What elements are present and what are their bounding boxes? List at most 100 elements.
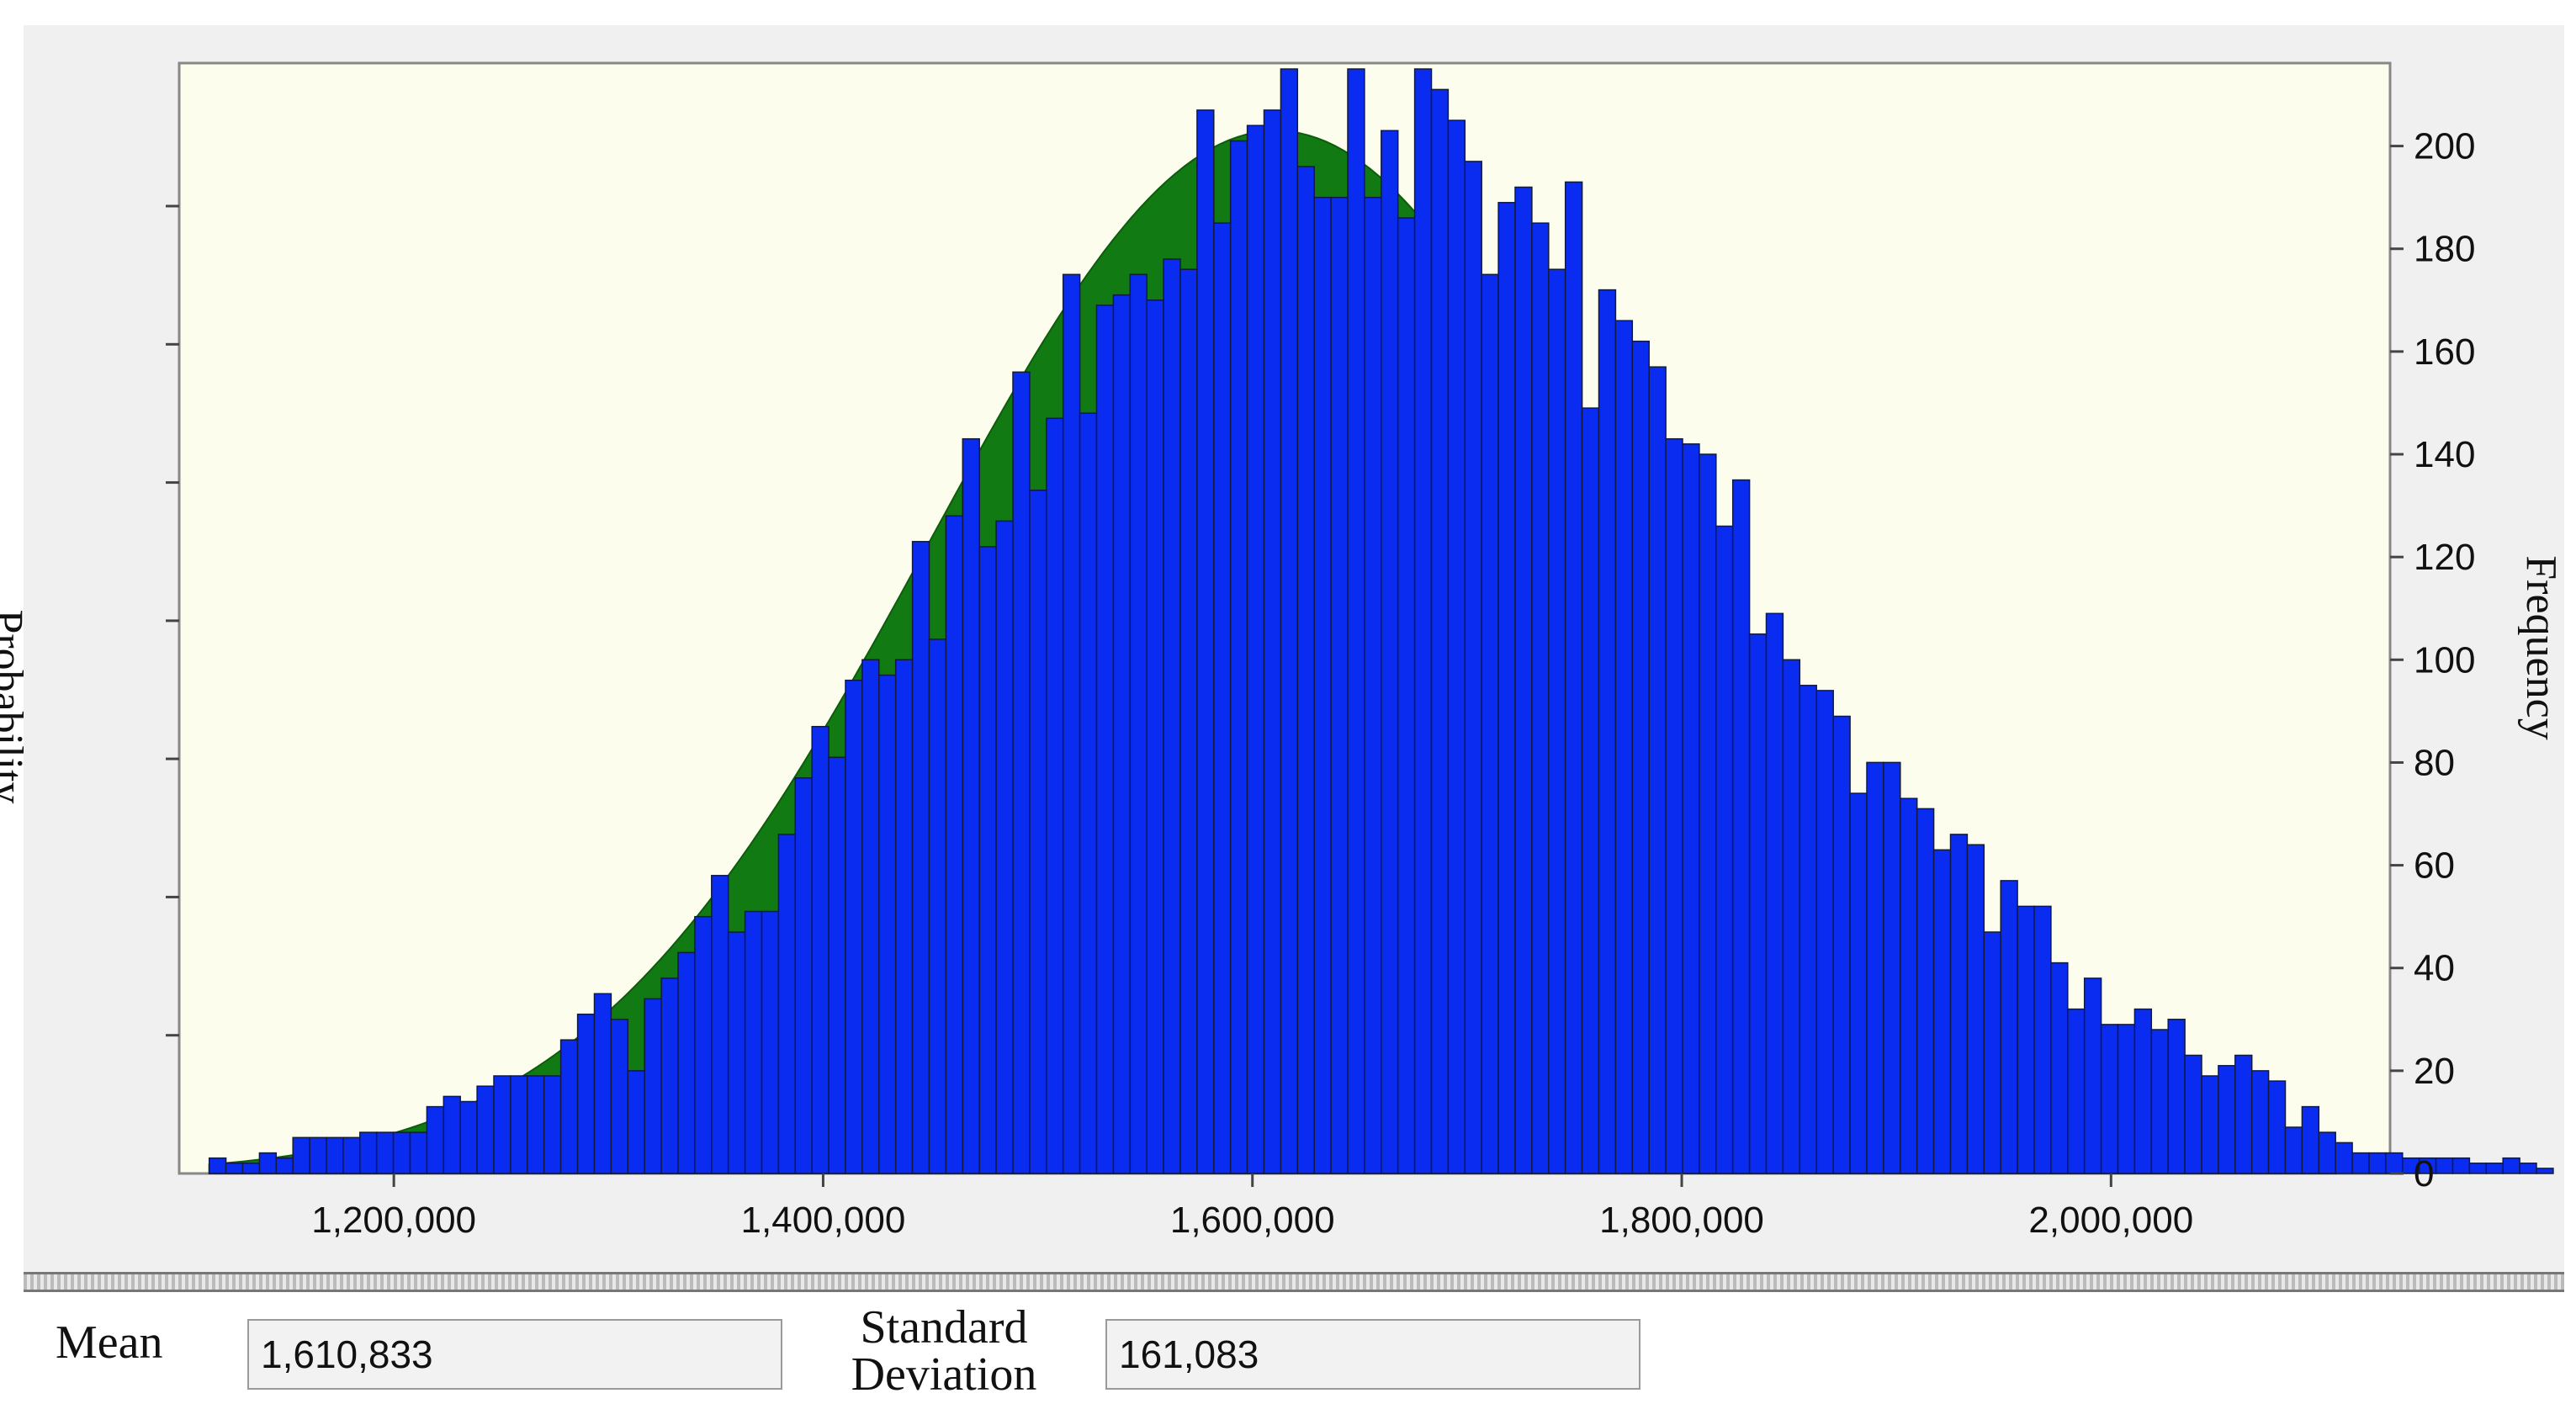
histogram-bar <box>1900 797 1918 1174</box>
panel-splitter[interactable] <box>24 1272 2564 1292</box>
x-tick-label: 2,000,000 <box>2028 1200 2193 1241</box>
histogram-bar <box>1748 633 1768 1174</box>
histogram-bar <box>2335 1142 2353 1174</box>
histogram-bar <box>2536 1168 2554 1174</box>
histogram-bar <box>928 638 947 1174</box>
histogram-bar <box>1163 258 1181 1174</box>
histogram-bar <box>1296 166 1315 1174</box>
right-y-axis: 0 20 40 60 80 100 120 140 160 180 200 <box>2390 126 2475 1195</box>
histogram-bar <box>1849 792 1868 1174</box>
histogram-bar <box>1631 340 1650 1174</box>
y-tick-label: 160 <box>2414 331 2475 373</box>
histogram-bar <box>2502 1157 2520 1174</box>
mean-label: Mean <box>56 1316 163 1369</box>
histogram-bar <box>510 1075 528 1174</box>
histogram-bar <box>1916 808 1935 1174</box>
histogram-bar <box>878 674 897 1174</box>
histogram-bar <box>1665 437 1683 1174</box>
histogram-bar <box>845 679 863 1174</box>
histogram-bar <box>1246 124 1265 1174</box>
histogram-bar <box>2267 1080 2287 1174</box>
histogram-bar <box>2385 1152 2404 1174</box>
histogram-bar <box>1966 844 1985 1174</box>
y-tick-label: 120 <box>2414 537 2475 578</box>
histogram-bar <box>1046 417 1064 1174</box>
histogram-bar <box>2451 1157 2471 1174</box>
histogram-bar <box>777 834 797 1174</box>
histogram-bar <box>2000 880 2018 1174</box>
histogram-bar <box>426 1105 445 1174</box>
histogram-bar <box>1883 761 1901 1174</box>
histogram-bar <box>894 659 914 1174</box>
histogram-bar <box>1229 140 1248 1174</box>
y-tick-label: 140 <box>2414 434 2475 475</box>
histogram-bar <box>292 1136 310 1174</box>
histogram-bar <box>1196 109 1215 1174</box>
histogram-bar <box>2250 1070 2270 1174</box>
histogram-bar <box>2201 1075 2219 1174</box>
histogram-bar <box>2033 905 2052 1174</box>
histogram-bar <box>1815 690 1834 1174</box>
histogram-bar <box>1095 305 1115 1174</box>
y-tick-label: 100 <box>2414 639 2475 681</box>
mean-field[interactable]: 1,610,833 <box>247 1319 782 1390</box>
standard-deviation-label-line2: Deviation <box>851 1348 1037 1401</box>
histogram-bar <box>2184 1054 2202 1174</box>
histogram-bar <box>610 1019 629 1174</box>
histogram-bar <box>476 1085 495 1174</box>
histogram-bar <box>761 910 780 1174</box>
histogram-bar <box>2150 1029 2169 1174</box>
histogram-bar <box>459 1100 478 1174</box>
histogram-bar <box>2050 961 2069 1174</box>
histogram-bar <box>1799 685 1817 1174</box>
histogram-bar <box>1347 68 1365 1174</box>
y-tick-label: 180 <box>2414 229 2475 270</box>
histogram-bar <box>1866 761 1884 1174</box>
histogram-bar <box>911 541 930 1174</box>
standard-deviation-field[interactable]: 161,083 <box>1105 1319 1640 1390</box>
histogram-bar <box>1648 366 1667 1174</box>
left-axis-label: Probability <box>0 609 31 804</box>
histogram-bar <box>1731 479 1751 1174</box>
y-tick-label: 0 <box>2414 1153 2434 1195</box>
histogram-bar <box>2167 1019 2186 1174</box>
histogram-bar <box>978 546 997 1174</box>
x-tick-label: 1,400,000 <box>741 1200 906 1241</box>
histogram-bar <box>392 1131 411 1174</box>
histogram-bar <box>727 931 746 1174</box>
right-axis-label: Frequency <box>2517 555 2565 740</box>
histogram-bar <box>2368 1152 2387 1174</box>
histogram-bar <box>811 725 830 1174</box>
histogram-bar <box>828 756 846 1174</box>
histogram-bar <box>2100 1024 2119 1174</box>
histogram-bar <box>1497 202 1516 1174</box>
histogram-bar <box>443 1095 461 1174</box>
histogram-bar <box>527 1075 545 1174</box>
histogram-bar <box>2284 1126 2303 1174</box>
histogram-bar <box>2468 1163 2488 1174</box>
histogram-bar <box>2067 1008 2086 1174</box>
histogram-bar <box>1364 196 1382 1174</box>
statistics-bar: Mean 1,610,833 Standard Deviation 161,08… <box>24 1292 2564 1405</box>
histogram-bar <box>1263 109 1282 1174</box>
histogram-bar <box>995 520 1014 1174</box>
histogram-bar <box>2318 1131 2336 1174</box>
standard-deviation-label: Standard Deviation <box>818 1304 1070 1398</box>
standard-deviation-label-line1: Standard <box>860 1301 1028 1353</box>
histogram-bar <box>2519 1163 2537 1174</box>
histogram-bar <box>576 1013 596 1174</box>
histogram-bar <box>241 1163 261 1174</box>
histogram-bar <box>1179 268 1198 1174</box>
histogram-bar <box>1313 196 1332 1174</box>
histogram-bar <box>1029 490 1047 1174</box>
x-tick-label: 1,200,000 <box>311 1200 476 1241</box>
histogram-bar <box>1765 612 1784 1174</box>
histogram-bar <box>2117 1024 2136 1174</box>
histogram-bar <box>627 1070 645 1174</box>
histogram-bar <box>1614 320 1634 1174</box>
histogram-bar <box>1397 217 1416 1174</box>
histogram-bar <box>2435 1157 2454 1174</box>
histogram-bar <box>962 437 980 1174</box>
histogram-bar <box>275 1157 294 1174</box>
histogram-bar <box>1146 299 1164 1174</box>
